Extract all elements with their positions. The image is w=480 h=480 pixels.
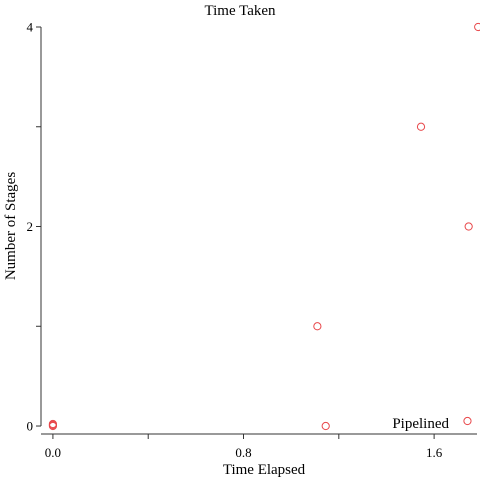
data-point xyxy=(416,122,426,131)
x-tick-label: 0.0 xyxy=(45,445,61,460)
data-point xyxy=(321,421,330,431)
legend-entry-pipelined: Pipelined xyxy=(392,416,449,432)
x-axis-label: Time Elapsed xyxy=(223,462,306,478)
x-tick-label: 0.8 xyxy=(235,445,251,460)
y-axis-label: Number of Stages xyxy=(3,172,19,280)
y-tick-label: 0 xyxy=(27,419,34,434)
data-point xyxy=(464,222,473,231)
y-axis: 0 2 4 xyxy=(27,20,42,434)
data-points xyxy=(48,22,480,431)
chart-title: Time Taken xyxy=(204,3,276,19)
data-point xyxy=(474,22,480,32)
y-tick-label: 2 xyxy=(27,219,34,234)
data-point xyxy=(463,416,472,426)
data-point xyxy=(313,322,322,331)
y-tick-label: 4 xyxy=(27,20,34,35)
x-axis: 0.0 0.8 1.6 xyxy=(41,433,477,460)
data-point xyxy=(48,419,58,429)
x-tick-label: 1.6 xyxy=(426,445,443,460)
